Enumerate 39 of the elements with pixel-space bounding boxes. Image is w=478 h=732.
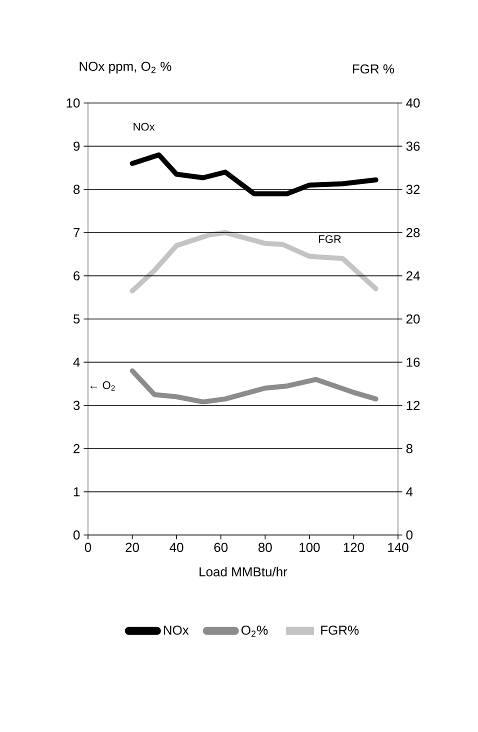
- y-tick-label: 9: [74, 142, 80, 151]
- x-tick-label: 100: [300, 542, 320, 552]
- y-tick-label: 1: [74, 487, 80, 496]
- legend-label: FGR%: [321, 626, 359, 635]
- y2-tick-label: 24: [406, 271, 420, 280]
- x-tick-label: 140: [388, 542, 408, 552]
- y2-axis-title: FGR %: [352, 64, 394, 74]
- x-tick-label: 80: [258, 542, 272, 552]
- y-tick-label: 0: [73, 530, 80, 540]
- x-axis-title: Load MMBtu/hr: [200, 566, 288, 576]
- y2-tick-label: 20: [406, 314, 420, 324]
- legend-label: NOx: [164, 626, 189, 635]
- annotation: FGR: [319, 235, 341, 243]
- x-tick-label: 60: [214, 542, 228, 552]
- y-tick-label: 3: [73, 400, 80, 410]
- x-tick-label: 20: [126, 542, 140, 552]
- x-tick-label: 40: [170, 542, 184, 552]
- y-tick-label: 2: [74, 444, 80, 454]
- y-tick-label: 8: [74, 184, 80, 194]
- x-tick-label: 0: [84, 542, 92, 552]
- y2-tick-label: 32: [406, 184, 420, 194]
- y-tick-label: 7: [74, 228, 80, 238]
- annotation: NOx: [134, 122, 155, 131]
- y-tick-label: 4: [73, 358, 80, 367]
- y2-tick-label: 4: [406, 487, 413, 496]
- y2-tick-label: 8: [406, 444, 412, 454]
- y2-tick-label: 40: [406, 98, 420, 108]
- y2-tick-label: 28: [406, 228, 420, 238]
- y-axis-title: NOx ppm, O$_{2}$ %: [80, 62, 172, 74]
- annotation: ← O$_{2}$: [90, 381, 115, 391]
- y-tick-label: 6: [74, 271, 80, 280]
- legend-label: O$_{2}$%: [241, 626, 268, 637]
- y2-tick-label: 16: [406, 358, 420, 367]
- y-tick-label: 5: [73, 314, 80, 324]
- y2-tick-label: 12: [406, 400, 420, 410]
- y-tick-label: 10: [66, 98, 80, 108]
- y2-tick-label: 0: [406, 530, 413, 540]
- x-tick-label: 120: [344, 542, 364, 552]
- y2-tick-label: 36: [406, 142, 420, 151]
